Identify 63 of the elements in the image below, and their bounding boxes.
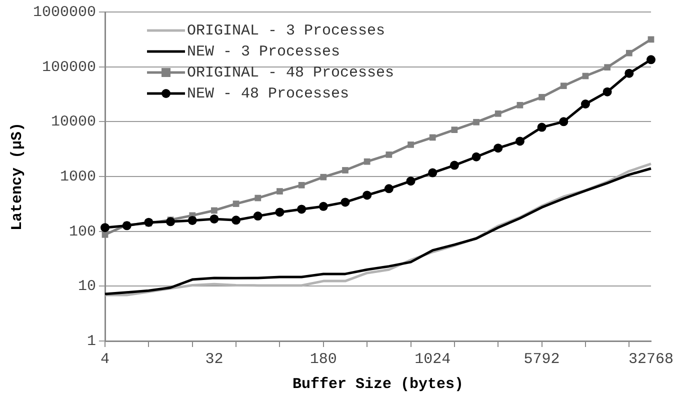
point xyxy=(473,118,480,126)
legend-label: NEW - 48 Processes xyxy=(187,85,350,102)
point xyxy=(210,214,219,224)
point xyxy=(646,55,656,64)
point xyxy=(538,94,545,100)
point xyxy=(254,194,262,202)
legend-label: ORIGINAL - 3 Processes xyxy=(187,22,386,40)
point xyxy=(384,184,394,194)
y-axis-title: Latency (µS) xyxy=(8,122,26,231)
point xyxy=(232,216,241,225)
point xyxy=(494,110,502,117)
point xyxy=(232,200,240,207)
point xyxy=(494,144,503,153)
legend-label: ORIGINAL - 48 Processes xyxy=(187,64,394,82)
point xyxy=(386,152,392,158)
point xyxy=(342,167,348,174)
point xyxy=(253,212,262,221)
point xyxy=(166,217,176,226)
point xyxy=(276,188,283,194)
point xyxy=(429,134,436,141)
x-tick-label: 32768 xyxy=(628,350,674,368)
point xyxy=(188,216,197,225)
y-tick-label: 1000000 xyxy=(32,4,96,21)
x-tick-label: 5792 xyxy=(524,350,560,368)
x-tick-label: 180 xyxy=(310,350,337,368)
point xyxy=(602,87,612,96)
point xyxy=(428,168,438,178)
y-tick-label: 1000 xyxy=(60,168,96,186)
point xyxy=(472,152,481,162)
point xyxy=(537,122,546,132)
x-tick-label: 32 xyxy=(205,350,224,368)
y-tick-label: 10 xyxy=(78,278,96,296)
point xyxy=(516,102,524,108)
point xyxy=(559,117,568,126)
x-tick-label: 1024 xyxy=(414,350,451,368)
point xyxy=(364,158,370,165)
point xyxy=(298,182,305,188)
y-tick-label: 1 xyxy=(86,332,96,350)
x-tick-label: 4 xyxy=(100,350,110,368)
point xyxy=(515,136,524,146)
y-tick-label: 100000 xyxy=(42,58,96,76)
point xyxy=(320,174,327,180)
point xyxy=(144,218,154,227)
point xyxy=(275,208,284,217)
point xyxy=(451,126,458,134)
point xyxy=(604,64,611,70)
legend-label: NEW - 3 Processes xyxy=(187,43,340,60)
point xyxy=(318,202,328,211)
point xyxy=(211,207,218,214)
point xyxy=(560,82,567,90)
point xyxy=(626,50,632,56)
point xyxy=(340,198,350,207)
point xyxy=(408,142,414,148)
point xyxy=(362,190,372,200)
point xyxy=(102,231,108,238)
y-tick-label: 10000 xyxy=(50,114,96,131)
point xyxy=(406,176,416,186)
point xyxy=(580,100,590,108)
point xyxy=(450,160,459,170)
point xyxy=(297,204,306,214)
x-axis-title: Buffer Size (bytes) xyxy=(292,376,464,393)
y-tick-label: 100 xyxy=(68,223,96,240)
point xyxy=(624,68,634,78)
